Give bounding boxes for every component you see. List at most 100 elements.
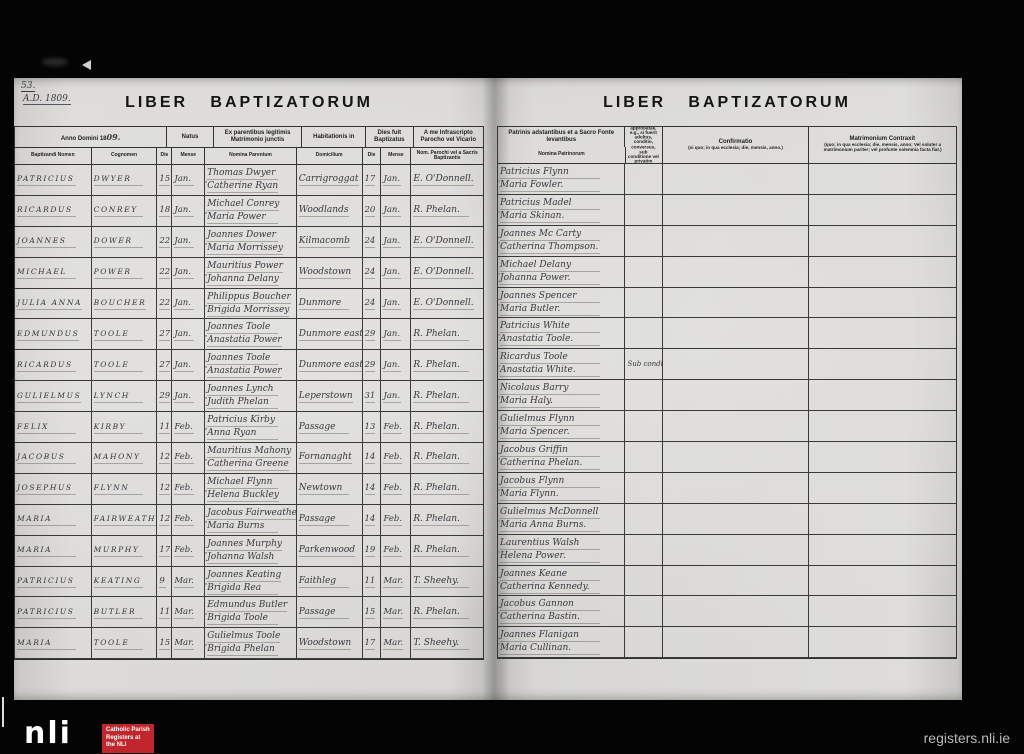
father-name: Mauritius Power xyxy=(207,260,283,273)
header-a-me: A me Infrascripto Parocho vel Vicario xyxy=(420,130,477,143)
cell-nomina-parentum: Joannes Murphy Johanna Walsh xyxy=(205,535,297,566)
father-name: Michael Flynn xyxy=(207,476,279,489)
baptism-record-row: GULIELMUS LYNCH 29 Jan. Joannes Lynch Ju… xyxy=(15,381,483,413)
baptism-record-row-right: Joannes Mc Carty Catherina Thompson. xyxy=(498,225,956,257)
sponsor-1: Patricius White xyxy=(500,320,601,334)
cell-die-baptizatus: 14 xyxy=(363,504,382,535)
cell-nomina-patrinorum: Jacobus Griffin Catherina Phelan. xyxy=(498,442,626,472)
cell-mense-baptizatus: Jan. xyxy=(381,165,412,195)
cell-mense-baptizatus: Jan. xyxy=(381,226,412,257)
cell-nomina-patrinorum: Gulielmus McDonnell Maria Anna Burns. xyxy=(498,503,626,534)
cell-domicilium: Passage xyxy=(297,504,363,535)
cell-confirmatio xyxy=(663,442,809,472)
cell-mense-natus: Mar. xyxy=(172,628,206,659)
father-name: Philippus Boucher xyxy=(207,291,291,304)
baptism-record-row: MARIA TOOLE 15 Mar. Gulielmus Toole Brig… xyxy=(15,628,483,660)
cell-die-natus: 11 xyxy=(157,412,173,443)
header-confirmatio: Confirmatio (si quo; in qua ecclesia; di… xyxy=(663,127,809,163)
cell-domicilium: Dunmore east xyxy=(297,350,363,381)
cell-baptizandi-nomen: JULIA ANNA xyxy=(15,288,92,319)
cell-observationes xyxy=(625,503,664,534)
cell-baptizandi-nomen: JOANNES xyxy=(15,226,92,257)
cell-die-natus: 12 xyxy=(157,504,173,535)
cell-baptizandi-nomen: JOSEPHUS xyxy=(15,473,92,504)
baptism-record-row: EDMUNDUS TOOLE 27 Jan. Joannes Toole Ana… xyxy=(15,319,483,351)
cell-confirmatio xyxy=(663,534,809,565)
cell-cognomen: FAIRWEATHER xyxy=(92,504,158,535)
father-name: Joannes Dower xyxy=(207,229,279,242)
cell-mense-baptizatus: Feb. xyxy=(381,443,412,473)
cell-baptizandi-nomen: EDMUNDUS xyxy=(15,319,92,350)
cell-confirmatio xyxy=(663,287,809,318)
header-die: Die xyxy=(157,148,173,164)
header-nomina-patrinorum: Nomina Patrinorum xyxy=(498,147,626,163)
nli-logo: nli xyxy=(24,716,72,751)
cell-nomina-patrinorum: Joannes Spencer Maria Butler. xyxy=(498,287,626,318)
nli-caption-line2: Registers at xyxy=(106,734,141,741)
anno-handwritten-year: 09. xyxy=(106,132,121,142)
cell-observationes xyxy=(625,411,664,442)
header-patrinis: Patrinis adstantibus et a Sacro Fonte le… xyxy=(498,127,626,147)
baptism-record-row-right: Joannes Keane Catherina Kennedy. xyxy=(498,565,956,597)
baptism-record-row-right: Laurentius Walsh Helena Power. xyxy=(498,534,956,566)
cell-die-natus: 29 xyxy=(157,381,173,412)
cell-cognomen: POWER xyxy=(92,257,158,288)
cell-die-baptizatus: 20 xyxy=(363,195,382,226)
cell-nomina-patrinorum: Patricius Madel Maria Skinan. xyxy=(498,194,626,225)
cell-parochus: E. O'Donnell. xyxy=(413,267,474,280)
cell-mense-baptizatus: Feb. xyxy=(381,473,412,504)
cell-baptizandi-nomen: FELIX xyxy=(15,412,92,443)
cell-die-baptizatus: 14 xyxy=(363,473,382,504)
cell-domicilium: Carrigroggat xyxy=(297,165,363,195)
cell-parochus: E. O'Donnell. xyxy=(413,174,474,187)
sponsor-2: Maria Butler. xyxy=(500,303,601,316)
baptism-record-row-right: Joannes Spencer Maria Butler. xyxy=(498,287,956,319)
mother-name: Anna Ryan xyxy=(207,427,279,441)
cell-die-natus: 22 xyxy=(157,288,173,319)
baptism-record-row-right: Joannes Flanigan Maria Cullinan. xyxy=(498,627,956,659)
header-nom-parochi: Nom. Parochi vel a Sacris Baptizantis xyxy=(416,149,478,161)
cell-nomina-parentum: Mauritius Mahony Catherina Greene xyxy=(205,443,297,473)
cell-baptizandi-nomen: JACOBUS xyxy=(15,443,92,473)
header-anno-domini: Anno Domini 1809. xyxy=(15,127,168,147)
header-mense: Mense xyxy=(172,148,206,164)
cell-nomina-patrinorum: Jacobus Gannon Catherina Bastin. xyxy=(498,596,626,627)
cell-baptizandi-nomen: MARIA xyxy=(15,504,92,535)
cell-die-natus: 22 xyxy=(157,226,173,257)
cell-nomina-patrinorum: Laurentius Walsh Helena Power. xyxy=(498,534,626,565)
cell-mense-baptizatus: Mar. xyxy=(381,566,412,597)
cell-cognomen: MURPHY xyxy=(92,535,158,566)
father-name: Mauritius Mahony xyxy=(207,445,292,458)
cell-baptizandi-nomen: PATRICIUS xyxy=(15,597,92,628)
father-name: Joannes Keating xyxy=(207,569,282,582)
cell-cognomen: FLYNN xyxy=(92,473,158,504)
cell-parochus: R. Phelan. xyxy=(411,443,483,473)
cell-die-natus: 15 xyxy=(157,165,173,195)
baptism-table-right: Patrinis adstantibus et a Sacro Fonte le… xyxy=(497,126,957,660)
cell-matrimonium xyxy=(809,318,956,348)
cell-observationes xyxy=(625,287,664,318)
cell-nomina-parentum: Joannes Dower Maria Morrissey xyxy=(205,226,297,257)
sponsor-2: Johanna Power. xyxy=(500,272,601,285)
cell-confirmatio xyxy=(663,318,809,349)
cell-matrimonium xyxy=(809,380,956,410)
mother-name: Helena Buckley xyxy=(207,489,279,502)
sponsor-1: Michael Delany xyxy=(500,259,601,272)
cell-mense-natus: Jan. xyxy=(172,288,206,319)
cell-parochus: R. Phelan. xyxy=(411,319,483,349)
sponsor-1: Laurentius Walsh xyxy=(500,537,601,550)
cell-matrimonium xyxy=(809,288,956,318)
sponsor-1: Patricius Madel xyxy=(500,197,601,210)
cell-die-baptizatus: 19 xyxy=(363,535,382,566)
cell-domicilium: Passage xyxy=(297,412,363,443)
baptism-rows-left: PATRICIUS DWYER 15 Jan. Thomas Dwyer Cat… xyxy=(15,165,483,660)
cell-die-natus: 17 xyxy=(157,535,173,566)
mother-name: Johanna Walsh xyxy=(207,551,279,564)
header-natus: Natus xyxy=(167,127,214,147)
header-baptizandi-nomen: Baptizandi Nomen xyxy=(15,148,92,164)
header-nomina-parentum: Nomina Parentum xyxy=(205,148,297,164)
cell-die-baptizatus: 17 xyxy=(363,628,382,659)
cell-parochus: R. Phelan. xyxy=(411,505,483,535)
cell-nomina-patrinorum: Patricius Flynn Maria Fowler. xyxy=(498,164,626,194)
cell-die-baptizatus: 15 xyxy=(363,597,382,628)
